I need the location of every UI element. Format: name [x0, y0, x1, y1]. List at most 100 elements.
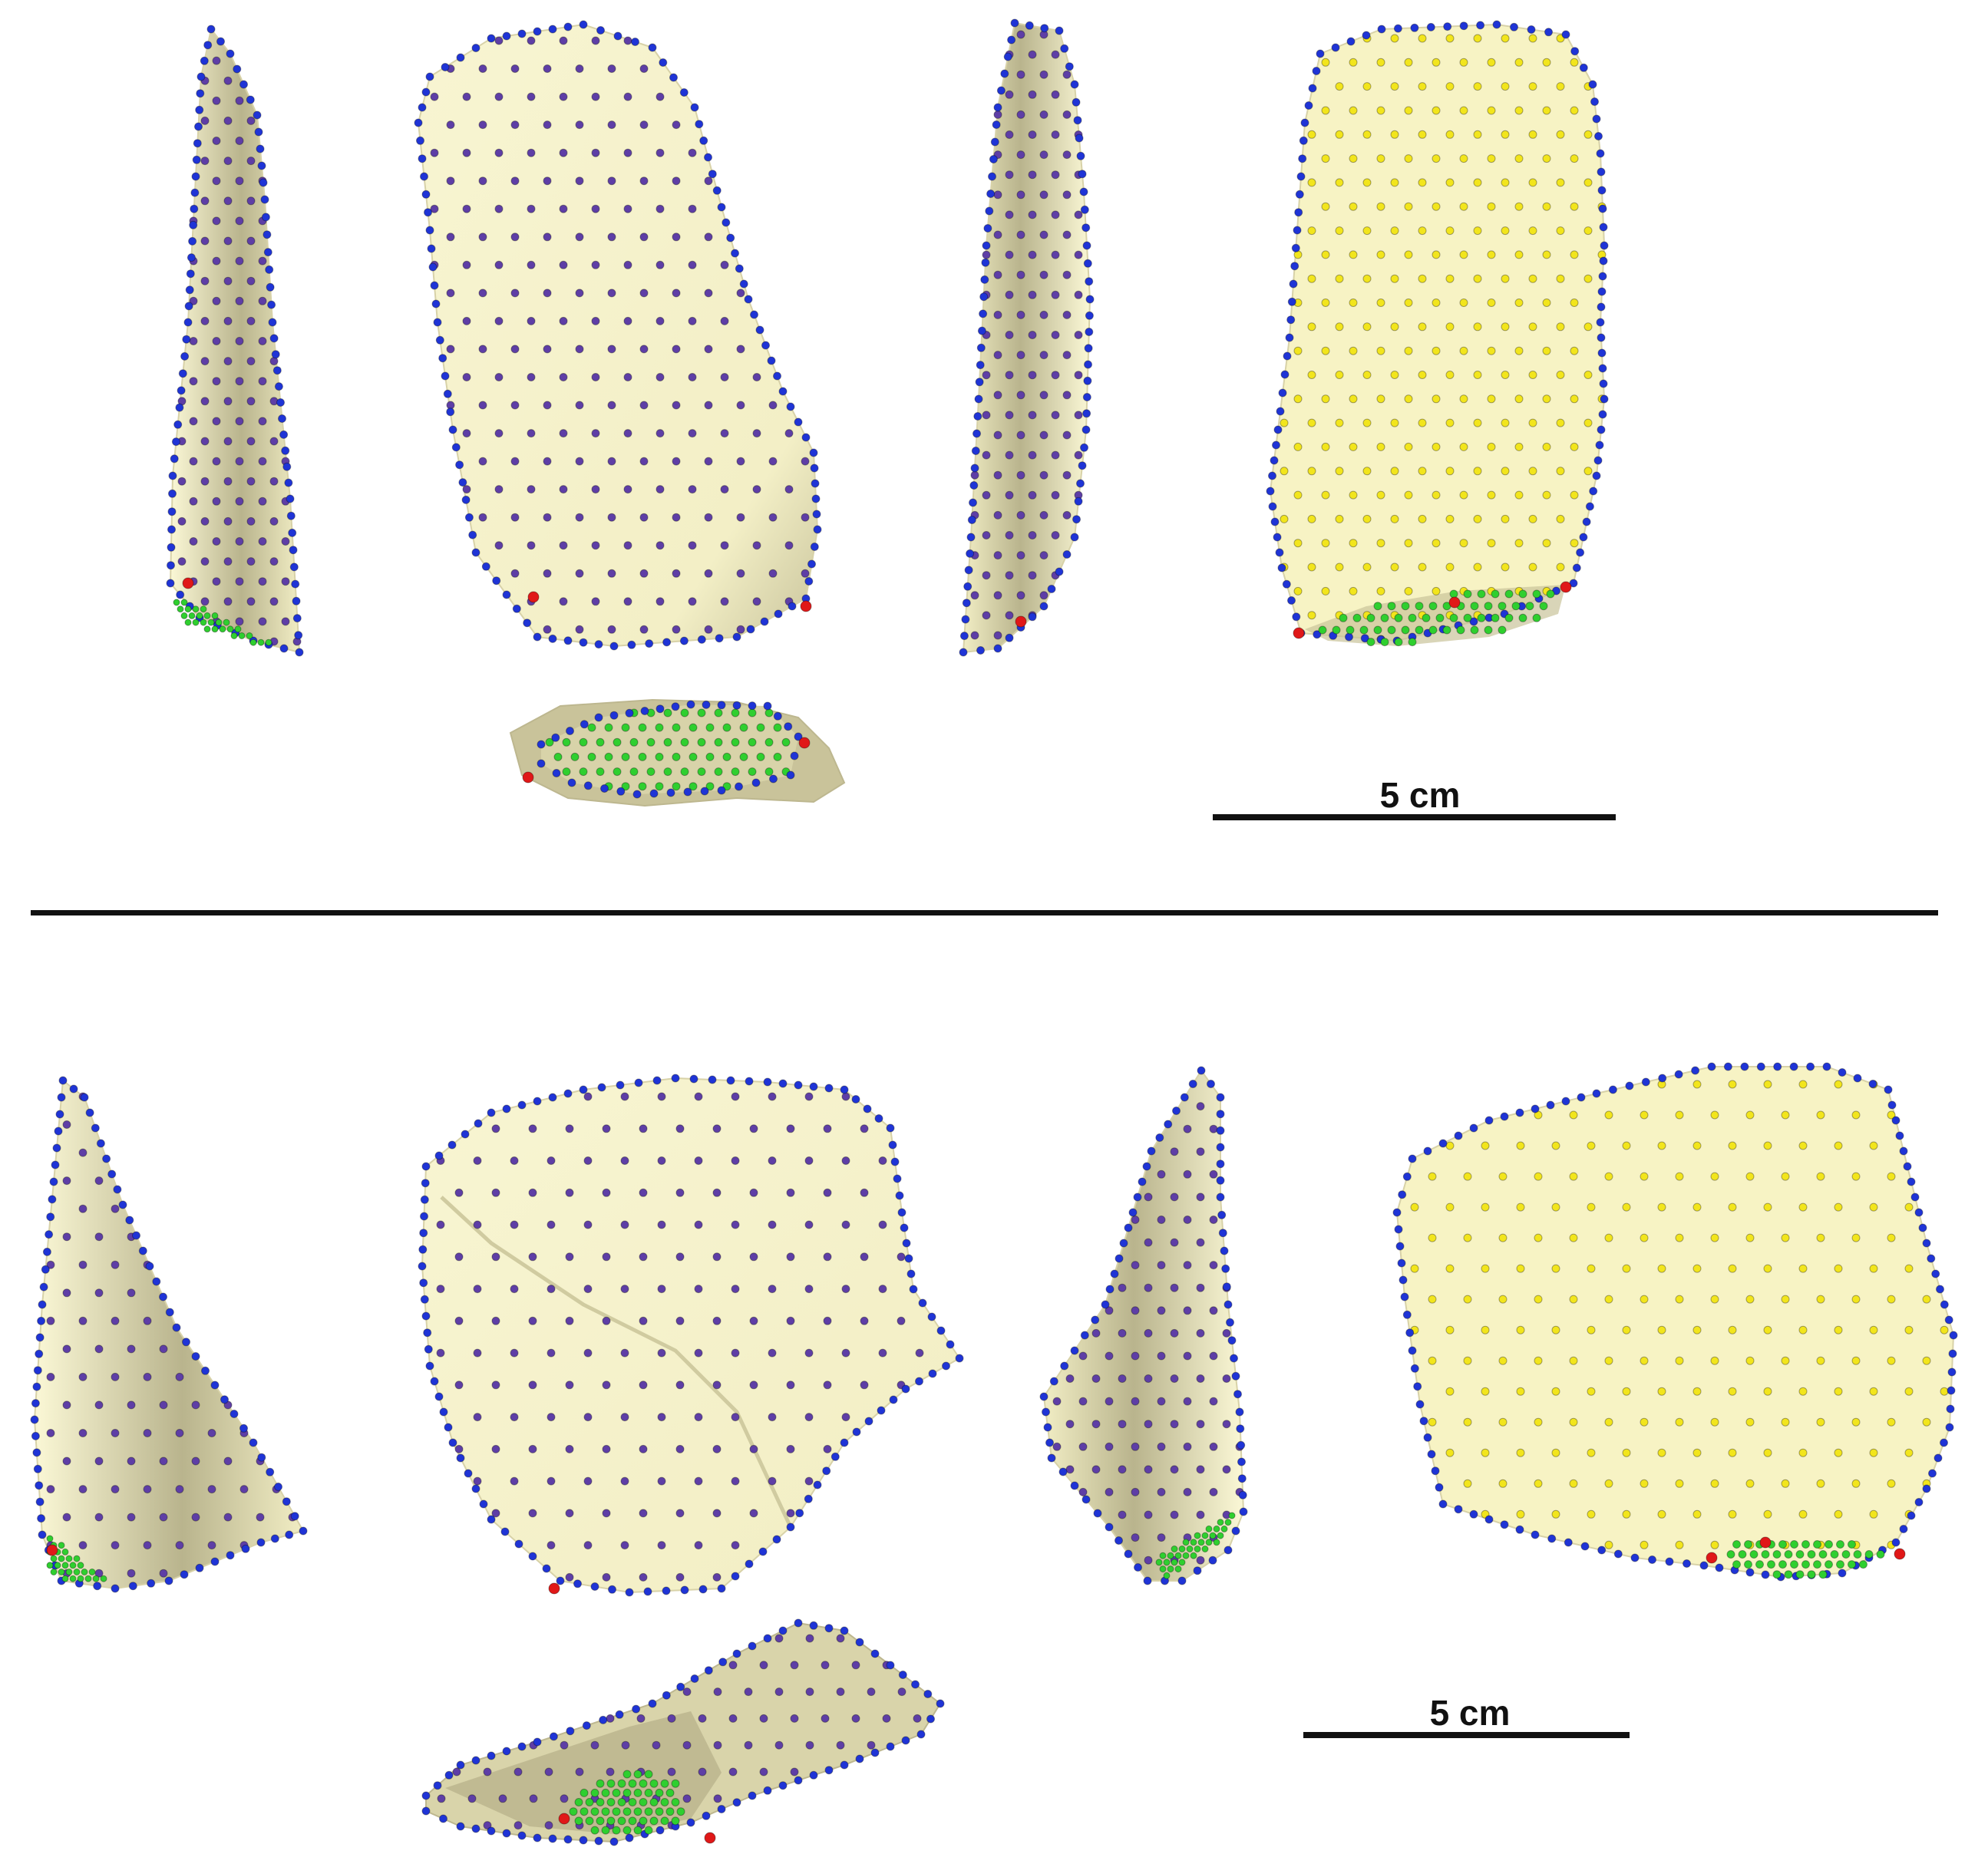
surface-landmark-dot — [223, 236, 233, 246]
surface-landmark-dot — [462, 429, 471, 438]
surface-landmark-dot — [436, 1348, 445, 1358]
surface-landmark-dot — [1321, 442, 1330, 451]
surface-landmark-dot — [1869, 1325, 1878, 1334]
outline-landmark-dot — [430, 1377, 439, 1386]
surface-landmark-dot — [491, 1188, 500, 1197]
surface-landmark-dot — [1487, 539, 1496, 548]
platform-landmark-dot — [88, 1569, 96, 1575]
surface-landmark-dot — [1404, 539, 1413, 548]
surface-landmark-dot — [1307, 226, 1316, 236]
surface-landmark-dot — [1349, 250, 1358, 259]
surface-landmark-dot — [528, 1124, 537, 1133]
surface-landmark-dot — [1118, 1374, 1127, 1383]
surface-landmark-dot — [1005, 490, 1014, 500]
outline-landmark-dot — [1084, 360, 1092, 369]
platform-landmark-dot — [1197, 1539, 1205, 1546]
surface-landmark-dot — [623, 485, 632, 494]
surface-landmark-dot — [258, 296, 267, 305]
surface-landmark-dot — [62, 1400, 71, 1410]
surface-landmark-dot — [560, 1794, 569, 1803]
surface-landmark-dot — [1028, 331, 1037, 339]
platform-landmark-dot — [1228, 1512, 1236, 1519]
surface-landmark-dot — [1710, 1417, 1719, 1427]
outline-landmark-dot — [1239, 1507, 1248, 1516]
surface-landmark-dot — [1640, 1172, 1649, 1181]
surface-landmark-dot — [583, 1541, 593, 1550]
outline-landmark-dot — [726, 1076, 735, 1085]
outline-landmark-dot — [748, 1641, 757, 1651]
platform-landmark-dot — [1539, 602, 1548, 611]
surface-landmark-dot — [1280, 418, 1289, 427]
bottom-ventral-view — [1395, 1066, 1955, 1579]
outline-landmark-dot — [1822, 1062, 1831, 1071]
surface-landmark-dot — [175, 1429, 184, 1437]
outline-landmark-dot — [259, 178, 268, 187]
top-scale-bar: 5 cm — [1213, 775, 1616, 820]
outline-landmark-dot — [48, 1195, 57, 1204]
surface-landmark-dot — [1498, 1479, 1508, 1488]
surface-landmark-dot — [1335, 514, 1344, 523]
surface-landmark-dot — [1390, 34, 1399, 43]
surface-landmark-dot — [639, 513, 649, 522]
surface-landmark-dot — [1851, 1110, 1861, 1120]
surface-landmark-dot — [623, 597, 632, 606]
surface-landmark-dot — [1570, 394, 1579, 404]
surface-landmark-dot — [1005, 331, 1014, 339]
platform-landmark-dot — [1428, 625, 1438, 635]
surface-landmark-dot — [436, 1220, 445, 1229]
surface-landmark-dot — [200, 276, 210, 285]
outline-landmark-dot — [1945, 1423, 1954, 1432]
surface-landmark-dot — [1445, 1448, 1455, 1457]
surface-landmark-dot — [1432, 106, 1441, 115]
outline-landmark-dot — [1597, 287, 1607, 296]
surface-landmark-dot — [454, 1444, 464, 1453]
surface-landmark-dot — [223, 516, 233, 526]
outline-landmark-dot — [279, 644, 289, 653]
surface-landmark-dot — [510, 176, 520, 186]
platform-landmark-dot — [601, 1826, 610, 1835]
surface-landmark-dot — [1209, 1261, 1218, 1270]
surface-landmark-dot — [1028, 571, 1037, 580]
surface-landmark-dot — [1074, 450, 1083, 460]
surface-landmark-dot — [235, 577, 244, 586]
platform-landmark-dot — [1194, 1546, 1201, 1552]
surface-landmark-dot — [235, 256, 244, 266]
platform-landmark-dot — [1182, 1539, 1190, 1546]
surface-landmark-dot — [1816, 1295, 1825, 1304]
surface-landmark-dot — [223, 357, 233, 366]
surface-landmark-dot — [982, 411, 991, 420]
surface-landmark-dot — [768, 513, 778, 522]
surface-landmark-dot — [281, 537, 290, 546]
surface-landmark-dot — [620, 1092, 629, 1101]
surface-landmark-dot — [993, 591, 1002, 600]
outline-landmark-dot — [959, 632, 969, 641]
outline-landmark-dot — [427, 244, 436, 253]
surface-landmark-dot — [1170, 1238, 1179, 1247]
surface-landmark-dot — [646, 767, 656, 777]
surface-landmark-dot — [1528, 226, 1537, 236]
surface-landmark-dot — [1005, 611, 1014, 620]
outline-landmark-dot — [582, 1721, 591, 1730]
outline-landmark-dot — [49, 1177, 58, 1186]
outline-landmark-dot — [416, 136, 424, 145]
surface-landmark-dot — [494, 485, 504, 494]
platform-landmark-dot — [238, 632, 246, 639]
platform-landmark-dot — [1394, 638, 1403, 647]
surface-landmark-dot — [62, 1344, 71, 1354]
surface-landmark-dot — [1487, 299, 1496, 307]
surface-landmark-dot — [543, 120, 552, 130]
surface-landmark-dot — [1144, 1420, 1153, 1429]
surface-landmark-dot — [1569, 1172, 1578, 1181]
surface-landmark-dot — [1362, 178, 1372, 187]
surface-landmark-dot — [1622, 1448, 1631, 1457]
surface-landmark-dot — [1570, 442, 1579, 451]
surface-landmark-dot — [621, 782, 630, 791]
outline-landmark-dot — [1080, 443, 1088, 452]
platform-landmark-dot — [173, 599, 180, 606]
surface-landmark-dot — [607, 176, 616, 186]
surface-landmark-dot — [1144, 1465, 1153, 1474]
surface-landmark-dot — [682, 1794, 692, 1803]
bottom-dorsal-view — [421, 1077, 961, 1594]
outline-landmark-dot — [648, 43, 657, 52]
outline-landmark-dot — [195, 105, 204, 114]
